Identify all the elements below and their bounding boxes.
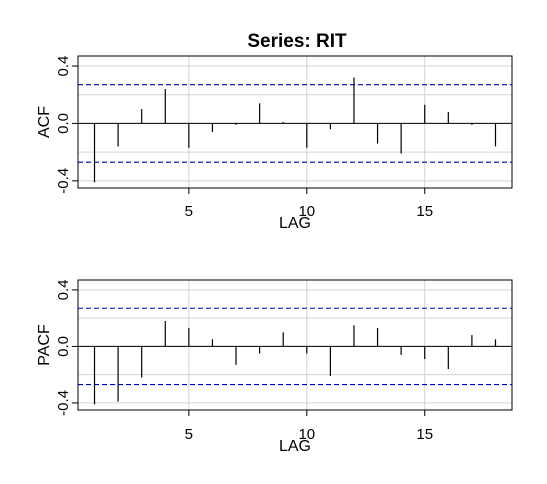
y-tick-label: 0.4 bbox=[55, 279, 72, 300]
x-tick-label: 15 bbox=[416, 426, 433, 443]
y-tick-label: -0.4 bbox=[55, 168, 72, 194]
x-tick-label: 10 bbox=[298, 426, 315, 443]
y-tick-label: 0.4 bbox=[55, 56, 72, 77]
y-axis-label: PACF bbox=[36, 324, 53, 366]
x-tick-label: 15 bbox=[416, 203, 433, 220]
y-tick-label: -0.4 bbox=[55, 390, 72, 416]
x-tick-label: 10 bbox=[298, 203, 315, 220]
acf-panel: 5 10 15 -0.4 0.0 0.4 LAG ACF bbox=[36, 55, 513, 232]
plot-frame bbox=[77, 279, 513, 411]
x-axis-label: LAG bbox=[279, 438, 311, 455]
plot-frame bbox=[77, 55, 513, 189]
x-tick-label: 5 bbox=[185, 203, 193, 220]
y-tick-label: 0.0 bbox=[55, 336, 72, 357]
y-axis-label: ACF bbox=[36, 106, 53, 138]
x-axis-label: LAG bbox=[279, 215, 311, 232]
chart-title: Series: RIT bbox=[247, 31, 347, 52]
y-tick-label: 0.0 bbox=[55, 113, 72, 134]
x-tick-label: 5 bbox=[185, 426, 193, 443]
pacf-panel: 5 10 15 -0.4 0.0 0.4 LAG PACF bbox=[36, 279, 513, 455]
